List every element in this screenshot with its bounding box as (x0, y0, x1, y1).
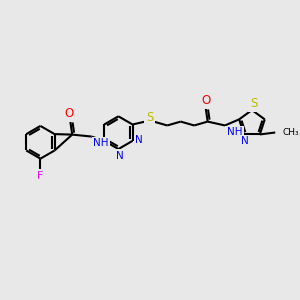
Text: NH: NH (227, 127, 242, 137)
Text: S: S (250, 97, 257, 110)
Text: O: O (65, 107, 74, 120)
Text: O: O (201, 94, 210, 107)
Text: S: S (146, 111, 154, 124)
Text: NH: NH (93, 138, 109, 148)
Text: N: N (116, 151, 124, 161)
Text: F: F (37, 171, 44, 181)
Text: CH₃: CH₃ (283, 128, 300, 137)
Text: N: N (241, 136, 249, 146)
Text: N: N (135, 135, 143, 145)
